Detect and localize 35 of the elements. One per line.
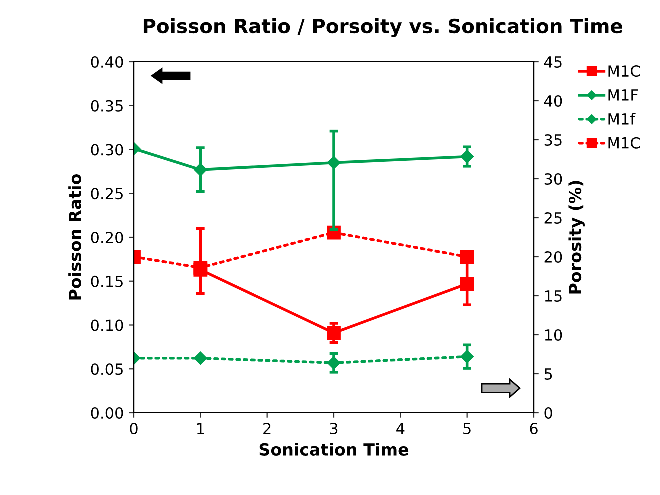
- y-tick-label: 0.15: [91, 276, 123, 288]
- y-axis-title: Poisson Ratio: [68, 174, 82, 300]
- x-tick-label: 6: [530, 422, 538, 435]
- x-tick-label: 1: [197, 423, 204, 434]
- legend-label: M1C: [608, 65, 640, 78]
- y2-tick-label: 20: [544, 251, 562, 264]
- y-tick-label: 0.05: [91, 364, 123, 376]
- y2-axis-title: Porosity (%): [568, 181, 585, 294]
- y2-tick-label: 45: [544, 56, 562, 68]
- x-tick-label: 3: [330, 422, 338, 435]
- chart-title: Poisson Ratio / Porsoity vs. Sonication Time: [144, 18, 622, 38]
- y2-tick-label: 30: [544, 173, 562, 186]
- legend-label: M1f: [608, 113, 636, 125]
- y2-tick-label: 5: [544, 368, 552, 380]
- y2-tick-label: 40: [544, 95, 562, 108]
- y2-tick-label: 35: [544, 134, 562, 146]
- y-tick-label: 0.10: [91, 320, 124, 332]
- x-tick-label: 5: [464, 423, 471, 435]
- point: [194, 352, 208, 365]
- legend-label: M1C: [608, 137, 640, 149]
- y-tick-label: 0.20: [91, 232, 124, 244]
- x-tick-label: 2: [264, 422, 271, 434]
- y-tick-label: 0.40: [91, 56, 124, 68]
- y-tick-label: 0.30: [91, 144, 124, 156]
- y-tick-label: 0.35: [91, 100, 123, 112]
- y-tick-label: 0.25: [91, 188, 123, 200]
- y2-tick-label: 15: [545, 290, 562, 302]
- legend-label: M1F: [608, 90, 638, 101]
- y2-tick-label: 10: [545, 329, 562, 342]
- y-tick-label: 0.00: [91, 407, 124, 420]
- x-axis-title: Sonication Time: [260, 443, 409, 456]
- y2-tick-label: 0: [544, 407, 552, 420]
- x-tick-label: 0: [130, 422, 138, 435]
- x-tick-label: 4: [396, 423, 405, 434]
- y2-tick-label: 25: [544, 212, 562, 224]
